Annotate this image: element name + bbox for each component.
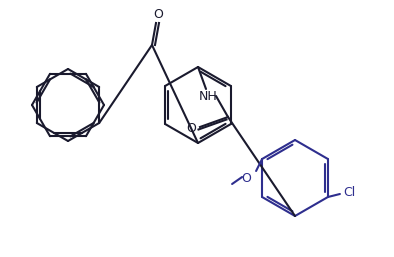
Text: O: O [241, 172, 251, 186]
Text: O: O [186, 123, 196, 135]
Text: O: O [153, 8, 163, 22]
Text: Cl: Cl [343, 186, 355, 198]
Text: NH: NH [199, 89, 217, 103]
